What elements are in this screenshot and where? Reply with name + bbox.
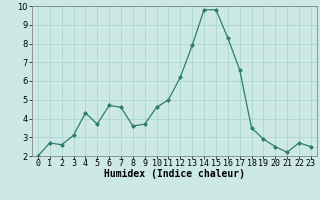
X-axis label: Humidex (Indice chaleur): Humidex (Indice chaleur)	[104, 169, 245, 179]
